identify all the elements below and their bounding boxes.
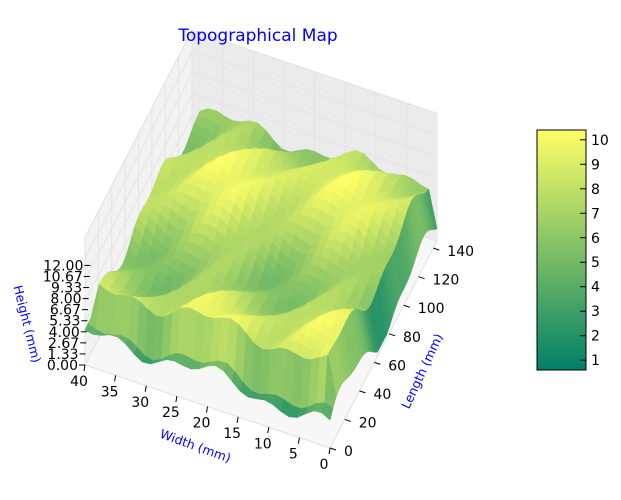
- colorbar-tick-label: 1: [591, 353, 600, 369]
- chart-title: Topographical Map: [177, 26, 337, 46]
- y-tick: [388, 333, 396, 337]
- y-tick: [403, 304, 410, 308]
- y-tick-label: 100: [418, 301, 445, 317]
- y-tick-label: 120: [433, 273, 460, 289]
- grid-line: [84, 29, 438, 238]
- x-tick-label: 20: [193, 416, 211, 432]
- z-tick-label: 4.00: [49, 325, 80, 341]
- z-tick-label: 6.67: [50, 303, 81, 319]
- z-tick-label: 2.67: [48, 336, 79, 352]
- colorbar-tick-label: 9: [591, 157, 600, 173]
- x-tick: [144, 385, 147, 392]
- x-tick: [267, 427, 270, 434]
- x-tick: [297, 437, 300, 444]
- colorbar-tick-label: 10: [591, 133, 609, 149]
- colorbar-tick-label: 4: [591, 280, 600, 296]
- y-tick: [359, 390, 366, 394]
- y-tick-label: 60: [388, 358, 406, 374]
- axes-ticks: 0 5 10 15 20 25 30 35 40 0 20 40 60 80 100 120 140 0.001.…: [43, 244, 474, 473]
- surface-plot: [84, 108, 438, 421]
- colorbar-tick-label: 6: [591, 231, 600, 247]
- colorbar: 1 2 3 4 5 6 7 8 9 10: [536, 129, 609, 371]
- z-tick-label: 8.00: [50, 292, 81, 308]
- colorbar-tick-label: 7: [591, 206, 600, 222]
- y-tick: [433, 247, 440, 251]
- colorbar-tick-label: 8: [591, 182, 600, 198]
- colorbar-tick-label: 2: [591, 329, 600, 345]
- y-tick-label: 80: [403, 330, 421, 346]
- grid-line: [84, 50, 438, 259]
- y-tick-label: 20: [359, 415, 377, 431]
- y-tick-label: 40: [374, 387, 392, 403]
- z-tick-label: 1.33: [47, 347, 78, 363]
- surface-cell: [321, 402, 334, 421]
- colorbar-tick-label: 5: [591, 255, 600, 271]
- x-tick: [206, 406, 208, 413]
- z-tick-label: 12.00: [43, 258, 83, 274]
- z-tick-label: 0.00: [47, 358, 78, 374]
- grid-line: [84, 72, 438, 281]
- y-tick: [329, 447, 337, 451]
- x-tick: [236, 416, 239, 423]
- x-tick-label: 5: [289, 447, 298, 463]
- z-axis-label: Height (mm): [10, 284, 44, 365]
- colorbar-gradient: [536, 129, 587, 371]
- x-tick: [328, 447, 331, 455]
- x-axis-label: Width (mm): [158, 426, 233, 466]
- x-tick: [114, 375, 117, 382]
- x-tick-label: 0: [320, 457, 329, 473]
- x-tick-label: 10: [254, 436, 272, 452]
- y-tick: [418, 276, 425, 280]
- x-tick-label: 15: [223, 426, 241, 442]
- y-tick-label: 0: [344, 444, 353, 460]
- y-tick-label: 140: [447, 244, 474, 260]
- x-tick: [83, 364, 86, 372]
- x-tick-label: 35: [101, 384, 119, 400]
- x-tick-label: 40: [70, 374, 88, 390]
- y-tick: [344, 418, 351, 422]
- z-tick-label: 9.33: [51, 281, 82, 297]
- y-tick: [374, 361, 381, 365]
- grid-line: [84, 93, 438, 302]
- colorbar-tick-label: 3: [591, 304, 600, 320]
- x-tick: [175, 396, 178, 403]
- x-tick-label: 30: [131, 395, 149, 411]
- z-tick-label: 5.33: [49, 314, 80, 330]
- x-tick-label: 25: [162, 405, 180, 421]
- z-tick-label: 10.67: [43, 269, 83, 285]
